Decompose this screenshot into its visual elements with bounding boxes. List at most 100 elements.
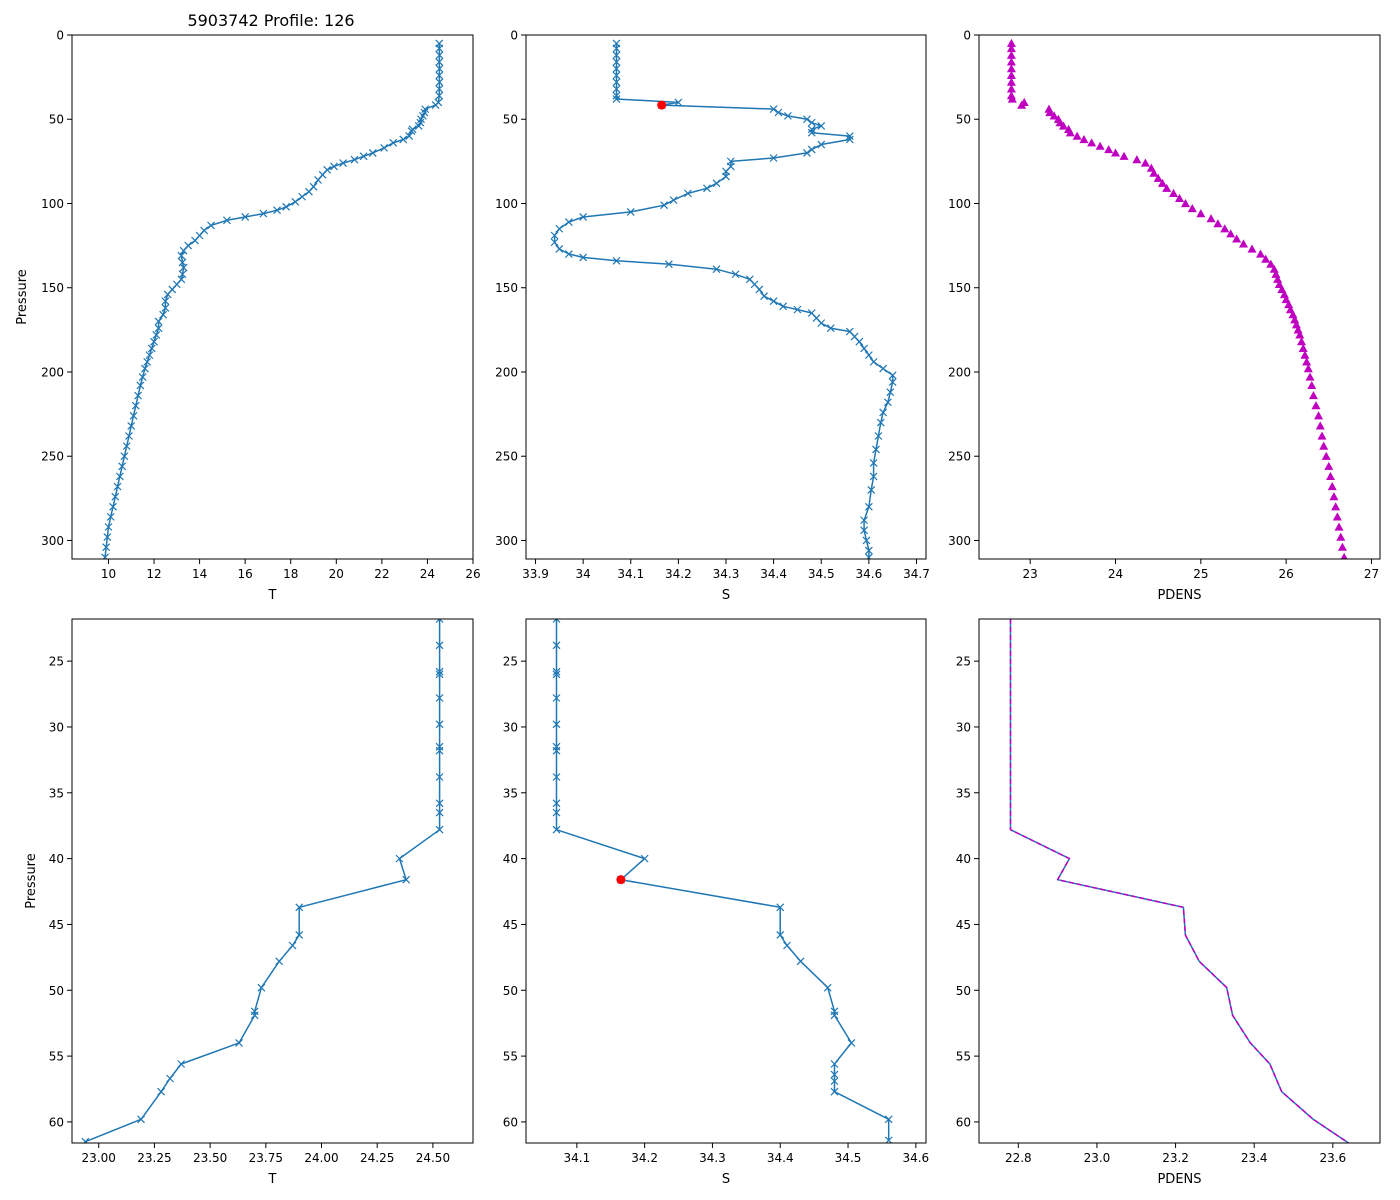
data-point [1295,330,1305,339]
y-tick-label: 100 [948,197,971,211]
data-point [1006,57,1016,66]
x-tick-label: 34.4 [767,1151,794,1165]
y-tick-label: 150 [948,281,971,295]
data-point [552,619,561,623]
bottom-temperature: 23.00 23.25 23.50 23.75 24.00 24.25 24.50 25 30 3… [24,618,474,1187]
data-point [803,149,811,157]
data-point [552,799,561,808]
data-point [640,854,649,863]
data-point [435,825,444,834]
axes-frame [525,34,927,560]
y-tick-label: 45 [49,918,64,932]
x-tick-label: 10 [101,567,116,581]
data-point [154,324,163,333]
x-tick-label: 34.6 [902,1151,929,1165]
data-point [555,224,564,233]
y-tick-label: 60 [49,1115,64,1129]
data-point [435,64,444,73]
data-point [830,1060,839,1068]
x-tick-label: 26 [1279,567,1294,581]
x-axis-label: T [268,1172,277,1187]
data-point [830,1077,839,1086]
data-point [435,773,444,781]
x-tick-label: 16 [238,567,253,581]
data-point [731,270,740,279]
data-point [1087,138,1097,147]
data-point [1329,492,1339,501]
data-point [550,231,559,240]
y-tick-label: 0 [510,29,518,43]
data-point [414,122,423,130]
data-point [674,98,683,107]
data-point [860,516,869,525]
data-point [163,290,172,299]
data-point [1321,451,1331,460]
data-point [612,91,621,100]
x-tick-label: 14 [192,567,207,581]
x-tick-label: 24 [1108,567,1123,581]
data-point [120,452,129,461]
data-point [1065,128,1075,137]
data-point [1058,121,1068,130]
x-tick-label: 23.6 [1319,1151,1346,1165]
y-tick-label: 60 [503,1115,518,1129]
y-tick-label: 30 [49,720,64,734]
data-point [145,351,154,360]
data-point [1132,155,1142,164]
top-temperature: 10 12 14 16 18 20 22 24 26 0 50 100 150 200 250 300 T Pre… [15,29,481,604]
data-point [435,808,444,817]
y-tick-label: 50 [49,113,64,127]
data-point [879,364,888,373]
data-point [314,175,322,184]
data-point [166,1074,174,1083]
data-point [407,127,416,135]
data-point [712,179,721,188]
data-point [150,337,158,346]
data-point [1149,168,1159,177]
data-point [241,213,250,221]
axes-frame [978,618,1381,1144]
data-point [435,746,444,755]
bottom-salinity: 34.1 34.2 34.3 34.4 34.5 34.6 25 30 35 40 45 50 55 60… [503,618,929,1187]
axes-frame [71,34,474,560]
data-point [869,472,878,481]
data-point [783,111,792,120]
data-point [823,983,832,992]
data-point [864,553,873,559]
data-point [1256,249,1266,258]
x-tick-label: 22.8 [1005,1151,1032,1165]
y-tick-label: 25 [49,655,64,669]
data-point [864,502,873,511]
data-point [1337,542,1347,551]
data-point [769,297,778,306]
data-point [131,401,140,410]
data-point [760,292,769,301]
data-point [1119,151,1129,160]
data-point [1006,50,1016,59]
data-point [115,472,124,481]
data-point [1314,411,1324,420]
data-point [864,546,873,555]
data-point [703,184,711,193]
data-point [161,304,170,312]
data-point [817,122,826,130]
x-tick-label: 23 [1023,567,1038,581]
data-point [122,442,131,451]
y-tick-label: 50 [49,984,64,998]
y-tick-label: 100 [41,197,64,211]
data-point [807,145,816,154]
data-point [177,1060,186,1068]
series-line-t [85,619,441,1143]
data-point [1331,502,1341,511]
data-point [869,357,878,366]
data-point [1305,372,1315,381]
data-point [712,265,721,274]
x-tick-label: 23.0 [1084,1151,1111,1165]
data-point [886,388,895,397]
flagged-point [657,100,667,110]
data-point [295,903,304,912]
y-tick-label: 0 [963,29,971,43]
data-point [793,305,802,314]
data-point [113,482,122,491]
data-point [399,135,408,144]
